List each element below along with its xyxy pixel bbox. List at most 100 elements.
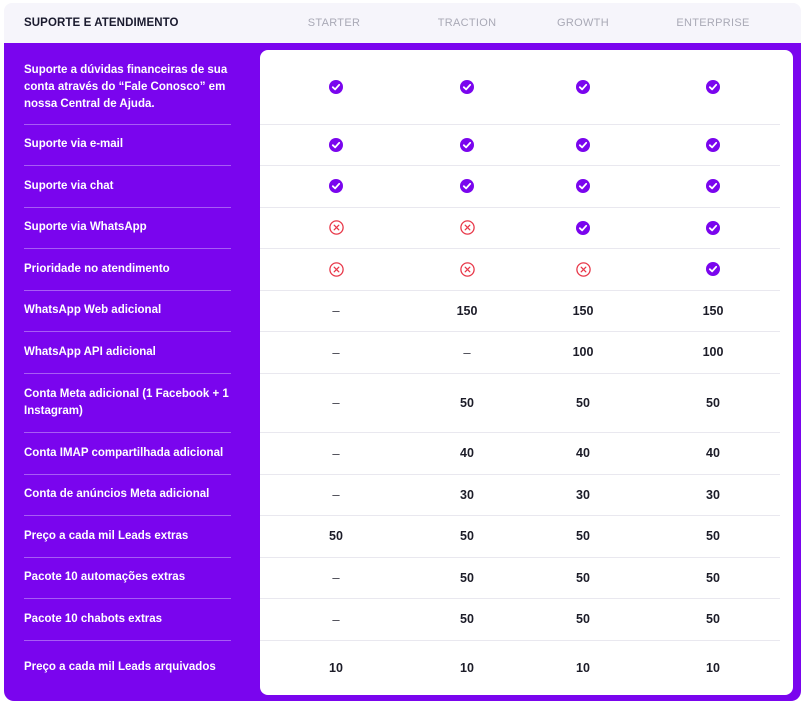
row-divider [260, 207, 780, 208]
value-text: 100 [572, 345, 594, 359]
value-cell: 30 [673, 474, 753, 515]
feature-label-text: WhatsApp API adicional [24, 345, 156, 358]
value-cell: 50 [673, 557, 753, 598]
value-text: 100 [702, 345, 724, 359]
row-divider [260, 474, 780, 475]
value-cell: – [296, 373, 376, 432]
feature-label: Pacote 10 automações extras [24, 557, 231, 598]
check-circle-icon [673, 248, 753, 290]
value-cell: 50 [543, 557, 623, 598]
value-cell: – [296, 290, 376, 331]
check-circle-icon [427, 165, 507, 207]
row-divider [260, 515, 780, 516]
value-text: 50 [576, 529, 590, 543]
values-card: – 150 150 150 – – 100 100 – 50 50 50 – 40 40 40 – 30 30 30 5… [260, 50, 793, 695]
label-divider [24, 557, 231, 558]
x-circle-icon [543, 248, 623, 290]
value-cell: 40 [543, 432, 623, 474]
check-circle-icon [427, 124, 507, 165]
value-cell: – [296, 331, 376, 373]
value-cell: 30 [543, 474, 623, 515]
value-text: – [332, 487, 340, 502]
label-divider [24, 207, 231, 208]
value-text: 10 [706, 660, 720, 675]
plan-header-starter: STARTER [307, 17, 361, 29]
feature-label: Preço a cada mil Leads arquivados [24, 640, 231, 695]
value-cell: 150 [543, 290, 623, 331]
feature-label-text: Prioridade no atendimento [24, 262, 170, 275]
feature-label-text: Conta IMAP compartilhada adicional [24, 446, 224, 459]
feature-label-text: Preço a cada mil Leads extras [24, 529, 189, 542]
feature-label-text: Suporte a dúvidas financeiras de sua con… [24, 63, 228, 110]
value-text: – [332, 395, 340, 410]
value-text: 50 [706, 529, 720, 543]
value-text: 10 [576, 660, 590, 675]
value-text: 40 [460, 446, 474, 460]
x-circle-icon [427, 207, 507, 248]
row-divider [260, 165, 780, 166]
feature-label-text: Preço a cada mil Leads arquivados [24, 661, 216, 673]
value-cell: – [296, 474, 376, 515]
row-divider [260, 598, 780, 599]
value-text: 50 [706, 612, 720, 626]
value-text: – [332, 344, 340, 360]
check-circle-icon [296, 124, 376, 165]
feature-label-text: Suporte via chat [24, 179, 114, 192]
value-text: 50 [706, 570, 720, 585]
value-text: 50 [706, 395, 720, 410]
check-circle-icon [296, 50, 376, 124]
feature-label-text: Pacote 10 chabots extras [24, 612, 163, 625]
value-text: 50 [460, 570, 474, 585]
value-text: 10 [329, 660, 343, 675]
feature-label: Suporte a dúvidas financeiras de sua con… [24, 50, 231, 124]
check-circle-icon [673, 207, 753, 248]
x-circle-icon [296, 207, 376, 248]
check-circle-icon [427, 50, 507, 124]
label-divider [24, 290, 231, 291]
row-divider [260, 331, 780, 332]
feature-label: Conta de anúncios Meta adicional [24, 474, 231, 515]
feature-label: Pacote 10 chabots extras [24, 598, 231, 640]
value-text: 50 [576, 570, 590, 585]
row-divider [260, 640, 780, 641]
feature-label-text: WhatsApp Web adicional [24, 304, 162, 316]
check-circle-icon [543, 50, 623, 124]
feature-labels: Suporte a dúvidas financeiras de sua con… [4, 43, 260, 701]
check-circle-icon [673, 50, 753, 124]
value-cell: – [296, 598, 376, 640]
value-cell: 10 [296, 640, 376, 695]
value-text: – [332, 445, 340, 461]
value-text: 50 [576, 612, 590, 626]
feature-label: Suporte via chat [24, 165, 231, 207]
value-cell: 50 [296, 515, 376, 557]
feature-label: Suporte via WhatsApp [24, 207, 231, 248]
value-text: 50 [460, 529, 474, 543]
value-cell: 50 [673, 598, 753, 640]
value-cell: – [296, 432, 376, 474]
value-cell: 50 [543, 515, 623, 557]
plan-header-enterprise: ENTERPRISE [676, 17, 750, 29]
feature-label-text: Pacote 10 automações extras [24, 571, 186, 583]
value-text: 50 [460, 395, 474, 410]
label-divider [24, 515, 231, 516]
check-circle-icon [673, 165, 753, 207]
value-text: – [332, 611, 340, 627]
feature-label: Conta IMAP compartilhada adicional [24, 432, 231, 474]
value-text: 150 [572, 303, 594, 318]
row-divider [260, 432, 780, 433]
value-text: – [463, 344, 471, 360]
value-text: 150 [702, 303, 724, 318]
value-cell: 10 [427, 640, 507, 695]
feature-label: Preço a cada mil Leads extras [24, 515, 231, 557]
value-cell: 50 [543, 598, 623, 640]
feature-label: Prioridade no atendimento [24, 248, 231, 290]
value-cell: 50 [673, 515, 753, 557]
value-cell: 150 [673, 290, 753, 331]
label-divider [24, 598, 231, 599]
value-text: 30 [706, 487, 720, 502]
label-divider [24, 432, 231, 433]
value-cell: 50 [427, 557, 507, 598]
value-text: 40 [576, 446, 590, 460]
value-cell: 50 [673, 373, 753, 432]
value-cell: 100 [543, 331, 623, 373]
